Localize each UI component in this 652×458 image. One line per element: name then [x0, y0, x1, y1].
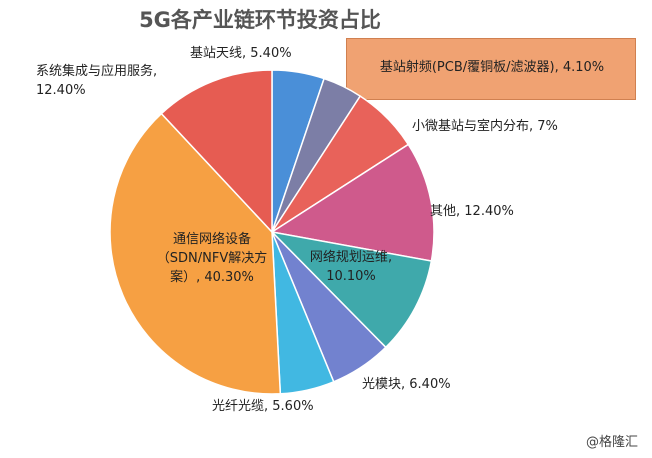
- value-label: 5.60%: [272, 399, 314, 414]
- category-label: 其他: [430, 204, 457, 219]
- value-label: 6.40%: [409, 377, 451, 392]
- source: @格隆汇: [585, 435, 638, 450]
- category-label: 光纤光缆: [212, 399, 265, 414]
- slice-label: 光纤光缆, 5.60%: [212, 399, 314, 414]
- value-label: 10.10%: [326, 269, 376, 284]
- slice-label: 网络规划运维, 10.10%: [309, 250, 393, 284]
- category-label: 基站天线: [190, 46, 243, 61]
- slice-label: 光模块, 6.40%: [362, 377, 451, 392]
- category-label: 光模块: [362, 377, 402, 392]
- category-label: 网络规划运维: [309, 250, 388, 265]
- category-label: 基站射频(PCB/覆铜板/滤波器): [379, 60, 555, 75]
- pie-slice: [269, 143, 435, 262]
- category-label: 小微基站与室内分布: [412, 119, 530, 134]
- pie-slice: [109, 112, 282, 395]
- slice-label: 通信网络设备（SDN/NFV解决方案）, 40.30%: [156, 232, 268, 285]
- value-label: 4.10%: [562, 60, 605, 75]
- slice-label: 基站射频(PCB/覆铜板/滤波器), 4.10%: [379, 60, 605, 75]
- value-label: 12.40%: [36, 83, 86, 98]
- highlight-box: [346, 38, 636, 100]
- slice-label: 小微基站与室内分布, 7%: [412, 119, 558, 134]
- value-label: 5.40%: [250, 46, 292, 61]
- pie-slice: [269, 230, 433, 349]
- category-label: 系统集成与应用服务: [36, 64, 154, 79]
- category-label: 通信网络设备（SDN/NFV解决方案）: [156, 232, 268, 285]
- value-label: 40.30%: [204, 270, 254, 285]
- slice-label: 系统集成与应用服务, 12.40%: [36, 64, 158, 98]
- slice-label: 基站天线, 5.40%: [190, 46, 292, 61]
- chart-title: 5G各产业链环节投资占比: [139, 8, 381, 32]
- value-label: 12.40%: [464, 204, 514, 219]
- pie-slice: [160, 69, 273, 234]
- value-label: 7%: [537, 119, 558, 134]
- slice-label: 其他, 12.40%: [430, 204, 514, 219]
